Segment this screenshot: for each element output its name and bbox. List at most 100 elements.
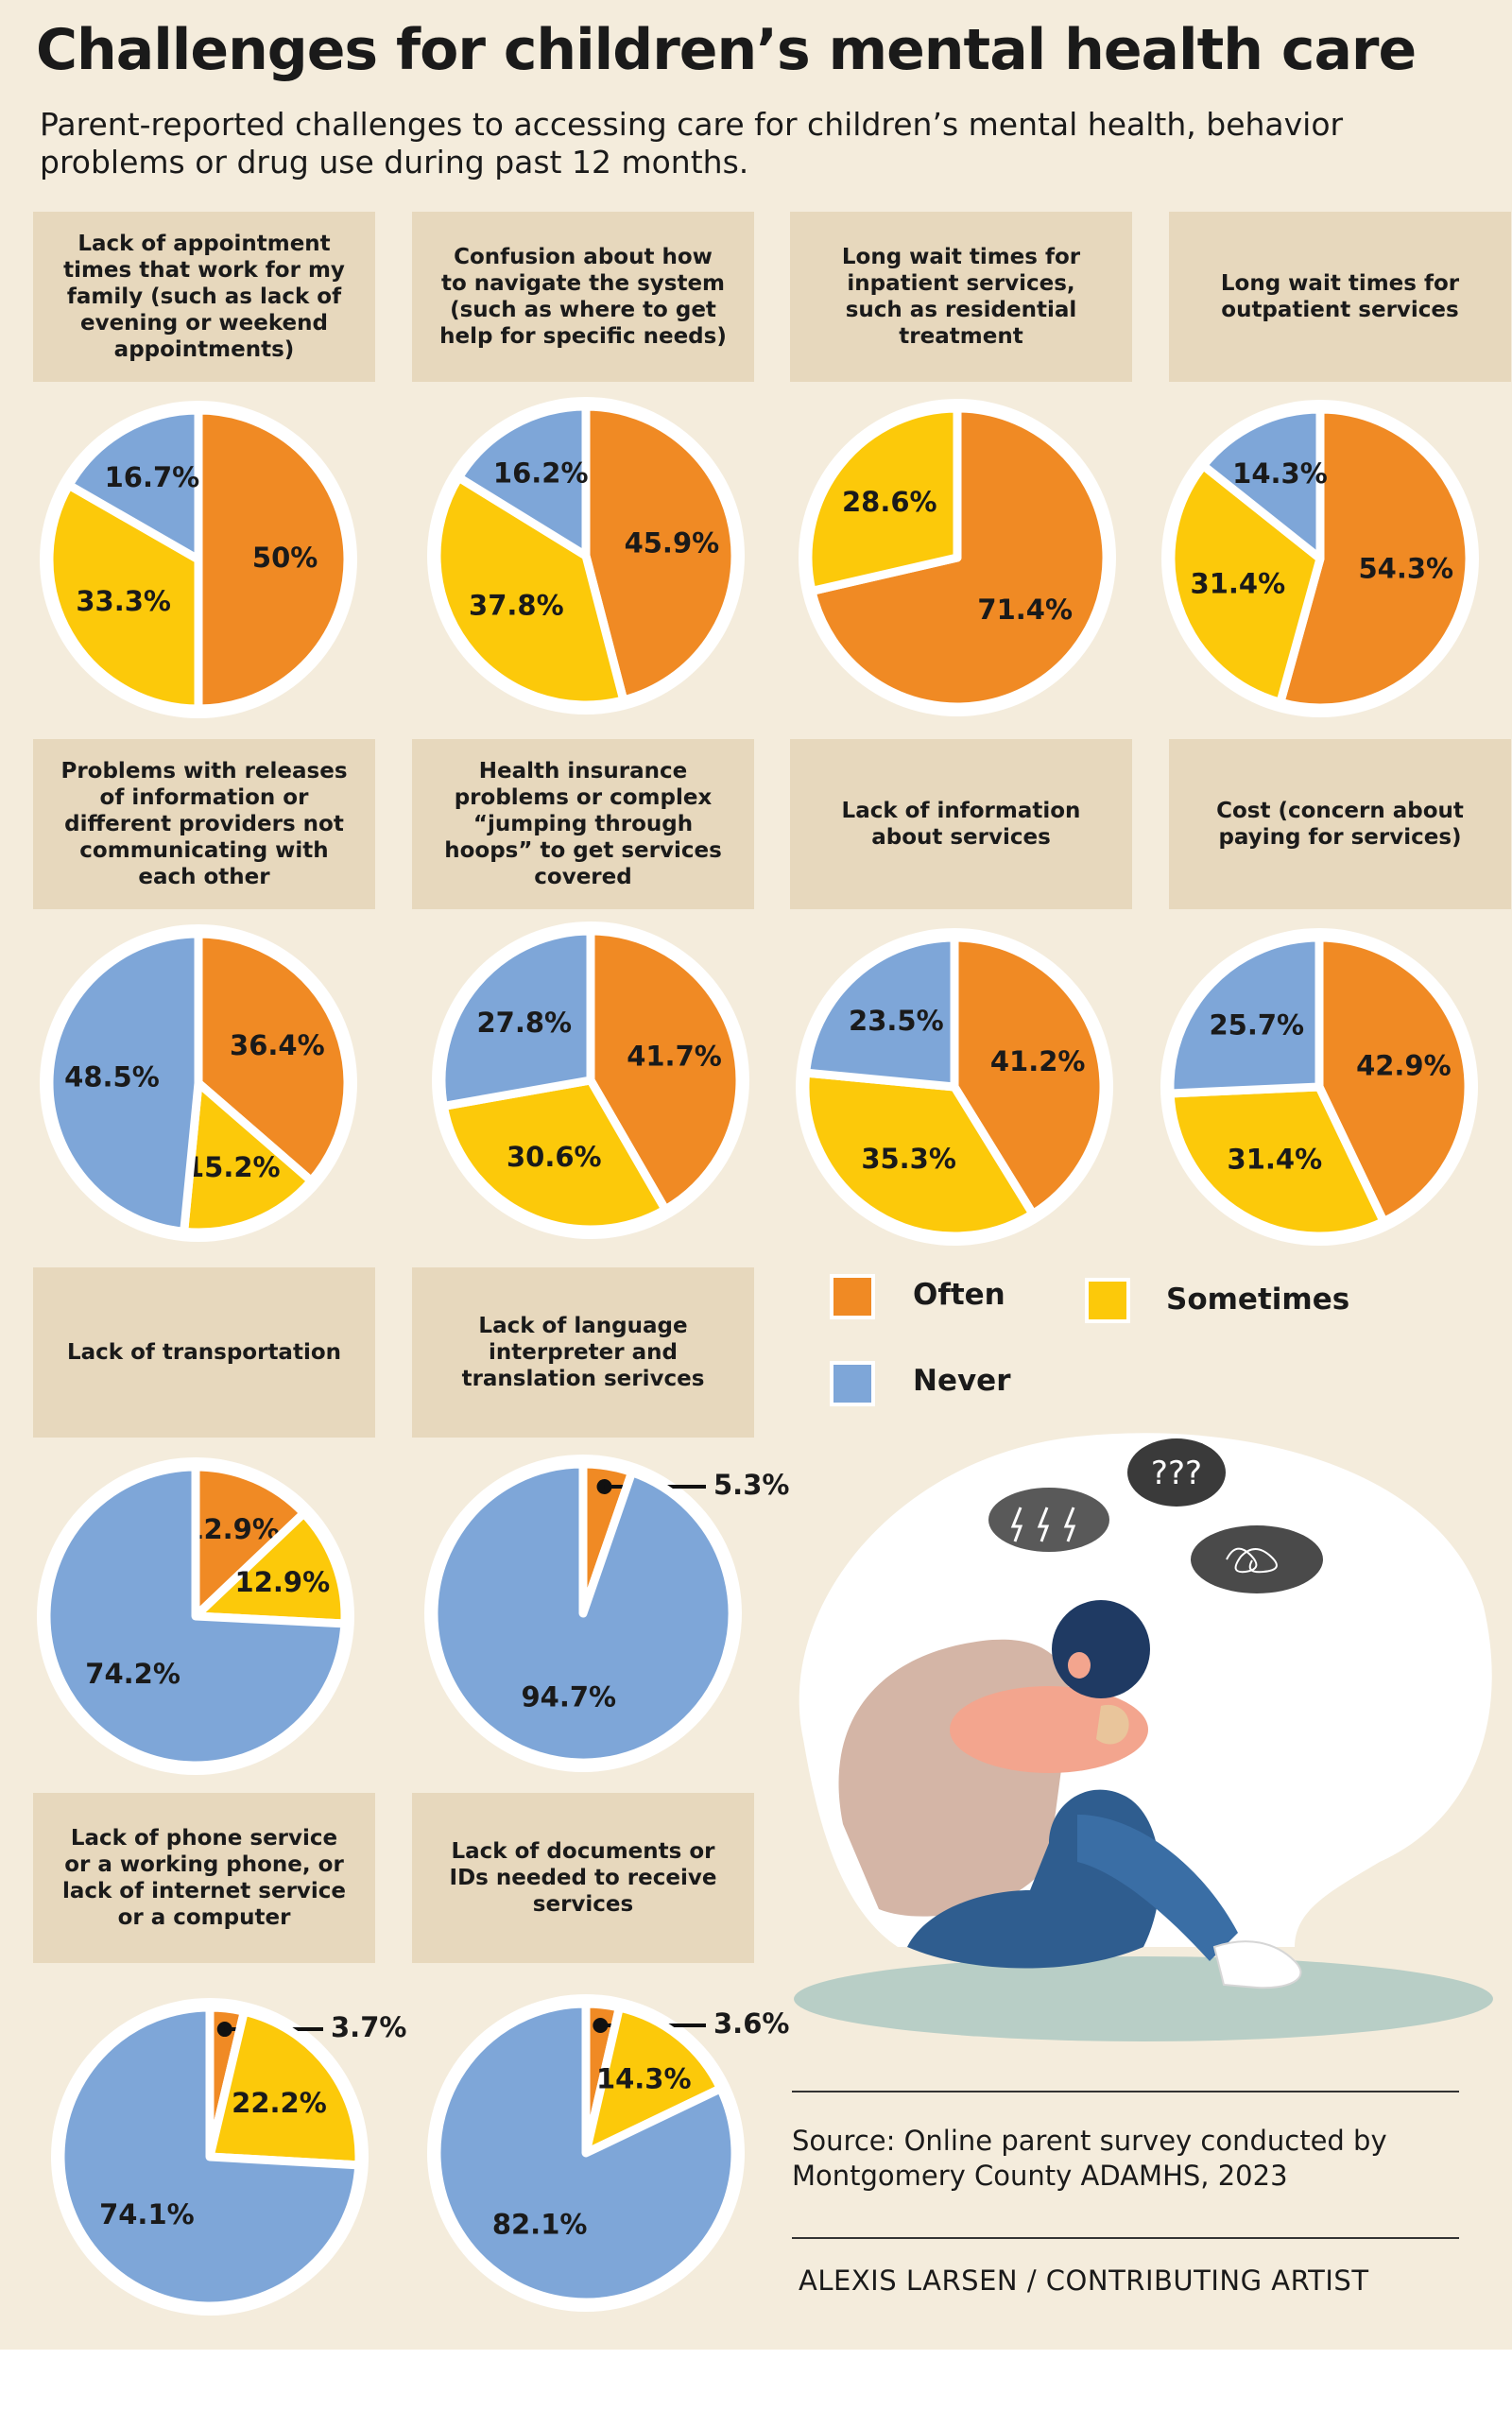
pie-slice-never [64, 405, 203, 564]
chart-label-9: Lack of transportation [33, 1267, 375, 1438]
slice-label-often: 36.4% [230, 1029, 325, 1061]
chart-label-6: Health insurance problems or complex “ju… [412, 739, 754, 909]
pie-chart-2: 45.9% 37.8% 16.2% [427, 397, 745, 715]
pie-chart-9: 12.9% 12.9% 74.2% [37, 1457, 354, 1775]
pie-slice-often [194, 405, 352, 714]
source-note: Source: Online parent survey conducted b… [792, 2125, 1387, 2192]
slice-label-never: 25.7% [1209, 1009, 1304, 1042]
slice-label-often: 71.4% [977, 594, 1073, 626]
page-subtitle: Parent-reported challenges to accessing … [40, 106, 1344, 181]
pie-slice-often [194, 929, 352, 1185]
slice-label-sometimes: 12.9% [235, 1566, 331, 1598]
pie-slice-often [1314, 933, 1473, 1227]
pie-slice-never [429, 1459, 737, 1767]
slice-label-often: 12.9% [184, 1513, 280, 1545]
slice-label-sometimes: 15.2% [185, 1151, 281, 1183]
slice-label-never: 94.7% [522, 1680, 617, 1713]
pie-slice-sometimes [180, 1078, 316, 1237]
artist-credit: ALEXIS LARSEN / CONTRIBUTING ARTIST [799, 2265, 1369, 2297]
pie-slice-sometimes [432, 473, 628, 710]
pie-chart-3: 71.4% 28.6% [799, 399, 1116, 716]
slice-label-often: 5.3% [713, 1469, 789, 1501]
pie-slice-never [44, 929, 203, 1236]
slice-label-sometimes: 28.6% [842, 486, 937, 518]
pie-slice-never [1165, 933, 1324, 1098]
slice-label-often: 54.3% [1359, 552, 1454, 584]
chart-label-10: Lack of language interpreter and transla… [412, 1267, 754, 1438]
pie-chart-1: 50% 33.3% 16.7% [40, 401, 357, 718]
slice-label-sometimes: 31.4% [1228, 1144, 1323, 1176]
chart-label-12: Lack of documents or IDs needed to recei… [412, 1793, 754, 1963]
chart-label-7: Lack of information about services [790, 739, 1132, 909]
sad-child-illustration: ??? [794, 1433, 1493, 2041]
legend-sometimes-label: Sometimes [1166, 1283, 1350, 1317]
slice-label-often: 41.7% [627, 1040, 722, 1072]
slice-label-never: 16.2% [493, 456, 589, 489]
slice-label-never: 27.8% [477, 1007, 573, 1039]
slice-label-sometimes: 37.8% [469, 589, 564, 621]
pie-chart-10: 5.3% 94.7% [424, 1455, 789, 1772]
pie-slice-sometimes [803, 404, 962, 595]
lightning-cloud-icon [988, 1488, 1109, 1552]
slice-label-never: 23.5% [849, 1005, 944, 1037]
child-arm [950, 1686, 1148, 1773]
divider-top [792, 2091, 1459, 2092]
floor-shadow [794, 1956, 1493, 2041]
pie-slice-sometimes [205, 2006, 364, 2170]
legend-never-swatch [830, 1361, 875, 1406]
svg-text:???: ??? [1151, 1455, 1202, 1492]
slice-label-sometimes: 35.3% [861, 1143, 956, 1175]
pie-slice-never [432, 1999, 740, 2307]
slice-label-sometimes: 31.4% [1191, 567, 1286, 599]
page-title: Challenges for children’s mental health … [36, 17, 1417, 83]
pie-slice-sometimes [581, 2003, 726, 2158]
pie-slice-never [42, 1462, 350, 1770]
pie-slice-often [1276, 405, 1474, 713]
legend-often-swatch [830, 1274, 875, 1319]
slice-label-never: 48.5% [64, 1061, 160, 1094]
slice-label-sometimes: 30.6% [507, 1141, 602, 1173]
pie-slice-often [581, 402, 740, 705]
slice-label-often: 50% [252, 542, 318, 574]
pie-chart-11: 3.7% 22.2% 74.1% [51, 1998, 406, 2316]
pie-chart-8: 42.9% 31.4% 25.7% [1160, 928, 1478, 1246]
chart-label-4: Long wait times for outpatient services [1169, 212, 1511, 382]
chart-label-1: Lack of appointment times that work for … [33, 212, 375, 382]
chart-label-2: Confusion about how to navigate the syst… [412, 212, 754, 382]
slice-label-sometimes: 22.2% [232, 2087, 327, 2119]
slice-label-often: 3.7% [331, 2011, 406, 2043]
slice-label-often: 45.9% [625, 526, 720, 559]
question-cloud-icon: ??? [1127, 1438, 1226, 1507]
legend-never-label: Never [913, 1364, 1011, 1398]
child-sock [1212, 1940, 1302, 1989]
pie-slice-often [191, 1462, 308, 1621]
legend-sometimes-swatch [1085, 1278, 1130, 1323]
pie-slice-sometimes [800, 1068, 1038, 1241]
pie-chart-4: 54.3% 31.4% 14.3% [1161, 400, 1479, 717]
pie-slice-never [56, 2003, 364, 2311]
divider-bottom [792, 2237, 1459, 2239]
pie-chart-12: 3.6% 14.3% 82.1% [427, 1994, 789, 2312]
slice-label-often: 3.6% [713, 2007, 789, 2040]
pie-slice-never [1198, 405, 1325, 563]
pie-slice-never [437, 926, 595, 1111]
chart-label-3: Long wait times for inpatient services, … [790, 212, 1132, 382]
slice-label-often: 42.9% [1356, 1050, 1452, 1082]
pie-charts: 50% 33.3% 16.7% 45.9% 37.8% 16.2% 71.4% 28.6% 54… [37, 397, 1479, 2316]
slice-label-never: 16.7% [105, 461, 200, 493]
chart-label-11: Lack of phone service or a working phone… [33, 1793, 375, 1963]
chart-label-8: Cost (concern about paying for services) [1169, 739, 1511, 909]
slice-label-never: 14.3% [1232, 457, 1328, 490]
pie-slice-sometimes [191, 1508, 350, 1628]
slice-label-never: 74.2% [85, 1658, 180, 1690]
slice-label-never: 74.1% [99, 2198, 195, 2230]
pie-chart-5: 36.4% 15.2% 48.5% [40, 924, 357, 1242]
slice-label-sometimes: 33.3% [76, 585, 171, 617]
child-hand [1096, 1704, 1129, 1745]
infographic-poster: Challenges for children’s mental health … [0, 0, 1512, 2350]
legend-often-label: Often [913, 1278, 1005, 1312]
scribble-cloud-icon [1191, 1525, 1323, 1593]
child-ear [1068, 1652, 1091, 1679]
chart-label-5: Problems with releases of information or… [33, 739, 375, 909]
slice-label-often: 41.2% [990, 1045, 1086, 1077]
